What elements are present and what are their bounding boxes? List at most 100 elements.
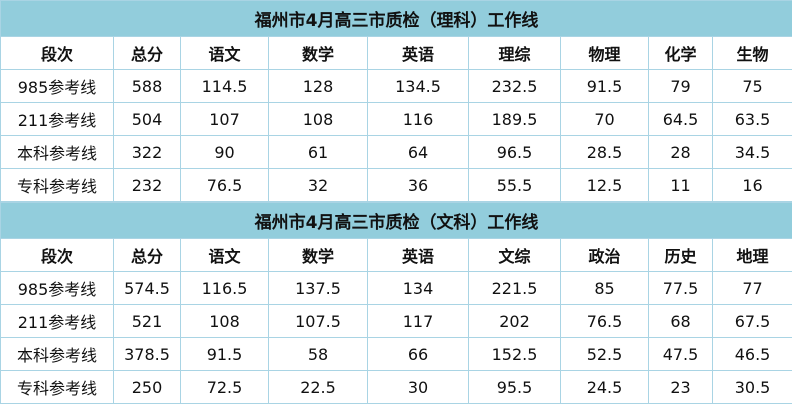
title-row: 福州市4月高三市质检（理科）工作线 bbox=[0, 0, 792, 37]
data-row: 985参考线 574.5 116.5 137.5 134 221.5 85 77.5 77 bbox=[0, 271, 792, 305]
score-cell: 76.5 bbox=[180, 168, 269, 202]
score-cell: 34.5 bbox=[711, 135, 792, 169]
score-cell: 64.5 bbox=[648, 102, 713, 136]
header-cell: 地理 bbox=[711, 238, 792, 272]
score-cell: 47.5 bbox=[648, 337, 713, 371]
score-cell: 68 bbox=[648, 304, 713, 338]
header-cell: 段次 bbox=[0, 36, 114, 70]
data-row: 985参考线 588 114.5 128 134.5 232.5 91.5 79 75 bbox=[0, 69, 792, 103]
score-cell: 504 bbox=[113, 102, 181, 136]
score-cell: 232.5 bbox=[468, 69, 561, 103]
score-cell: 134.5 bbox=[367, 69, 469, 103]
score-cell: 52.5 bbox=[560, 337, 649, 371]
data-row: 专科参考线 250 72.5 22.5 30 95.5 24.5 23 30.5 bbox=[0, 370, 792, 404]
row-label: 专科参考线 bbox=[0, 168, 114, 202]
score-cell: 108 bbox=[180, 304, 269, 338]
score-cell: 114.5 bbox=[180, 69, 269, 103]
header-cell: 段次 bbox=[0, 238, 114, 272]
header-cell: 数学 bbox=[268, 36, 368, 70]
score-cell: 134 bbox=[367, 271, 469, 305]
header-cell: 政治 bbox=[560, 238, 649, 272]
data-row: 本科参考线 378.5 91.5 58 66 152.5 52.5 47.5 46.5 bbox=[0, 337, 792, 371]
score-cell: 16 bbox=[711, 168, 792, 202]
score-cell: 32 bbox=[268, 168, 368, 202]
score-cell: 75 bbox=[711, 69, 792, 103]
row-label: 本科参考线 bbox=[0, 337, 114, 371]
header-row: 段次 总分 语文 数学 英语 理综 物理 化学 生物 bbox=[0, 36, 792, 70]
table-title: 福州市4月高三市质检（文科）工作线 bbox=[0, 202, 792, 239]
row-label: 211参考线 bbox=[0, 304, 114, 338]
score-cell: 202 bbox=[468, 304, 561, 338]
score-cell: 189.5 bbox=[468, 102, 561, 136]
score-cell: 221.5 bbox=[468, 271, 561, 305]
header-cell: 总分 bbox=[113, 238, 181, 272]
header-cell: 历史 bbox=[648, 238, 713, 272]
score-cell: 28 bbox=[648, 135, 713, 169]
score-cell: 574.5 bbox=[113, 271, 181, 305]
score-cell: 55.5 bbox=[468, 168, 561, 202]
score-cell: 72.5 bbox=[180, 370, 269, 404]
score-cell: 30 bbox=[367, 370, 469, 404]
score-cell: 46.5 bbox=[711, 337, 792, 371]
score-cell: 36 bbox=[367, 168, 469, 202]
row-label: 985参考线 bbox=[0, 271, 114, 305]
score-cell: 107.5 bbox=[268, 304, 368, 338]
score-cell: 116 bbox=[367, 102, 469, 136]
data-row: 专科参考线 232 76.5 32 36 55.5 12.5 11 16 bbox=[0, 168, 792, 202]
score-cell: 128 bbox=[268, 69, 368, 103]
header-cell: 数学 bbox=[268, 238, 368, 272]
score-cell: 64 bbox=[367, 135, 469, 169]
score-cell: 70 bbox=[560, 102, 649, 136]
score-cell: 91.5 bbox=[180, 337, 269, 371]
row-label: 专科参考线 bbox=[0, 370, 114, 404]
score-cell: 77 bbox=[711, 271, 792, 305]
title-row: 福州市4月高三市质检（文科）工作线 bbox=[0, 202, 792, 239]
row-label: 985参考线 bbox=[0, 69, 114, 103]
score-cell: 79 bbox=[648, 69, 713, 103]
score-cell: 107 bbox=[180, 102, 269, 136]
score-cell: 116.5 bbox=[180, 271, 269, 305]
score-cell: 24.5 bbox=[560, 370, 649, 404]
header-cell: 语文 bbox=[180, 36, 269, 70]
header-cell: 语文 bbox=[180, 238, 269, 272]
data-row: 本科参考线 322 90 61 64 96.5 28.5 28 34.5 bbox=[0, 135, 792, 169]
score-cell: 117 bbox=[367, 304, 469, 338]
header-cell: 英语 bbox=[367, 36, 469, 70]
score-cell: 95.5 bbox=[468, 370, 561, 404]
score-cell: 67.5 bbox=[711, 304, 792, 338]
score-cell: 232 bbox=[113, 168, 181, 202]
score-cell: 85 bbox=[560, 271, 649, 305]
score-cell: 322 bbox=[113, 135, 181, 169]
header-row: 段次 总分 语文 数学 英语 文综 政治 历史 地理 bbox=[0, 238, 792, 272]
score-table: 福州市4月高三市质检（理科）工作线 段次 总分 语文 数学 英语 理综 物理 化学 生物 985参考… bbox=[0, 0, 792, 202]
score-cell: 91.5 bbox=[560, 69, 649, 103]
score-cell: 66 bbox=[367, 337, 469, 371]
score-cell: 588 bbox=[113, 69, 181, 103]
header-cell: 化学 bbox=[648, 36, 713, 70]
score-cell: 77.5 bbox=[648, 271, 713, 305]
score-cell: 11 bbox=[648, 168, 713, 202]
score-cell: 96.5 bbox=[468, 135, 561, 169]
header-cell: 生物 bbox=[711, 36, 792, 70]
header-cell: 理综 bbox=[468, 36, 561, 70]
header-cell: 总分 bbox=[113, 36, 181, 70]
score-cell: 152.5 bbox=[468, 337, 561, 371]
score-cell: 521 bbox=[113, 304, 181, 338]
score-cell: 23 bbox=[648, 370, 713, 404]
header-cell: 文综 bbox=[468, 238, 561, 272]
score-cell: 76.5 bbox=[560, 304, 649, 338]
header-cell: 物理 bbox=[560, 36, 649, 70]
data-row: 211参考线 521 108 107.5 117 202 76.5 68 67.5 bbox=[0, 304, 792, 338]
score-cell: 61 bbox=[268, 135, 368, 169]
row-label: 本科参考线 bbox=[0, 135, 114, 169]
score-cell: 58 bbox=[268, 337, 368, 371]
score-cell: 22.5 bbox=[268, 370, 368, 404]
score-cell: 378.5 bbox=[113, 337, 181, 371]
score-cell: 90 bbox=[180, 135, 269, 169]
score-cell: 30.5 bbox=[711, 370, 792, 404]
data-row: 211参考线 504 107 108 116 189.5 70 64.5 63.5 bbox=[0, 102, 792, 136]
table-title: 福州市4月高三市质检（理科）工作线 bbox=[0, 0, 792, 37]
score-table: 福州市4月高三市质检（文科）工作线 段次 总分 语文 数学 英语 文综 政治 历史 地理 985参考… bbox=[0, 202, 792, 404]
score-cell: 108 bbox=[268, 102, 368, 136]
